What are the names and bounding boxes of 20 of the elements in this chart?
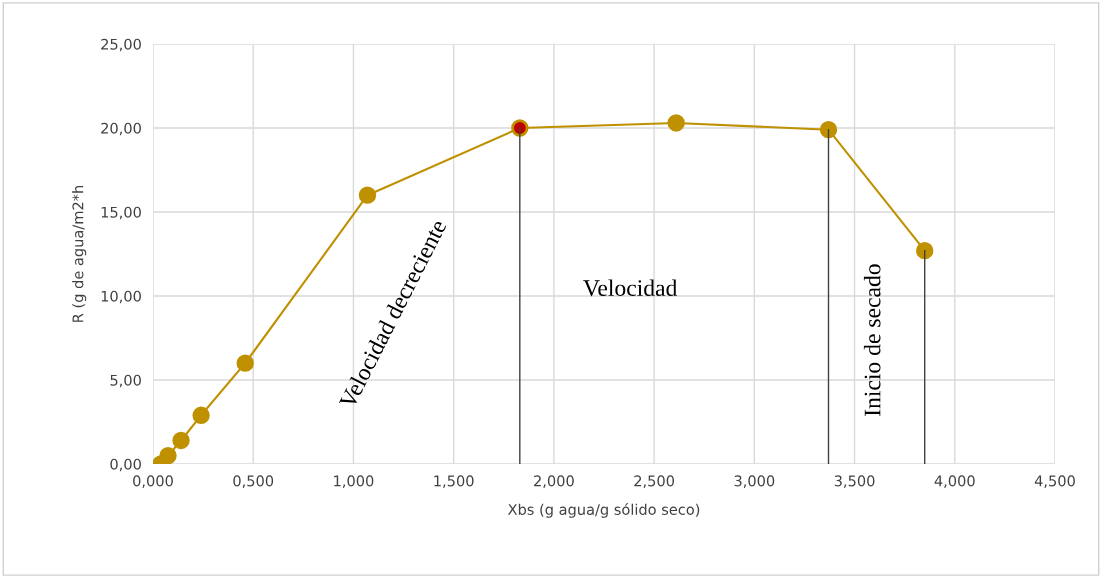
x-tick-label: 3,500: [834, 475, 875, 488]
annotation: Inicio de secado: [863, 264, 881, 416]
x-tick-label: 4,000: [934, 475, 975, 488]
x-tick-label: 2,500: [634, 475, 675, 488]
annotation: Velocidad: [583, 279, 678, 297]
x-tick-label: 2,000: [534, 475, 574, 488]
y-tick-label: 25,00: [101, 38, 141, 52]
x-tick-label: 0,000: [133, 475, 173, 488]
x-tick-label: 1,000: [334, 475, 374, 488]
x-tick-label: 0,500: [233, 475, 274, 488]
x-axis-title: Xbs (g agua/g sólido seco): [507, 503, 700, 518]
y-tick-label: 10,00: [101, 290, 141, 304]
x-tick-label: 1,500: [434, 475, 474, 488]
y-axis-title: R (g de agua/m2*h: [72, 185, 87, 322]
x-tick-label: 3,000: [734, 475, 775, 488]
y-tick-label: 5,00: [110, 374, 141, 388]
y-tick-label: 20,00: [101, 122, 141, 136]
y-tick-label: 0,00: [110, 458, 141, 472]
y-tick-label: 15,00: [101, 206, 141, 220]
x-tick-label: 4,500: [1034, 475, 1075, 488]
